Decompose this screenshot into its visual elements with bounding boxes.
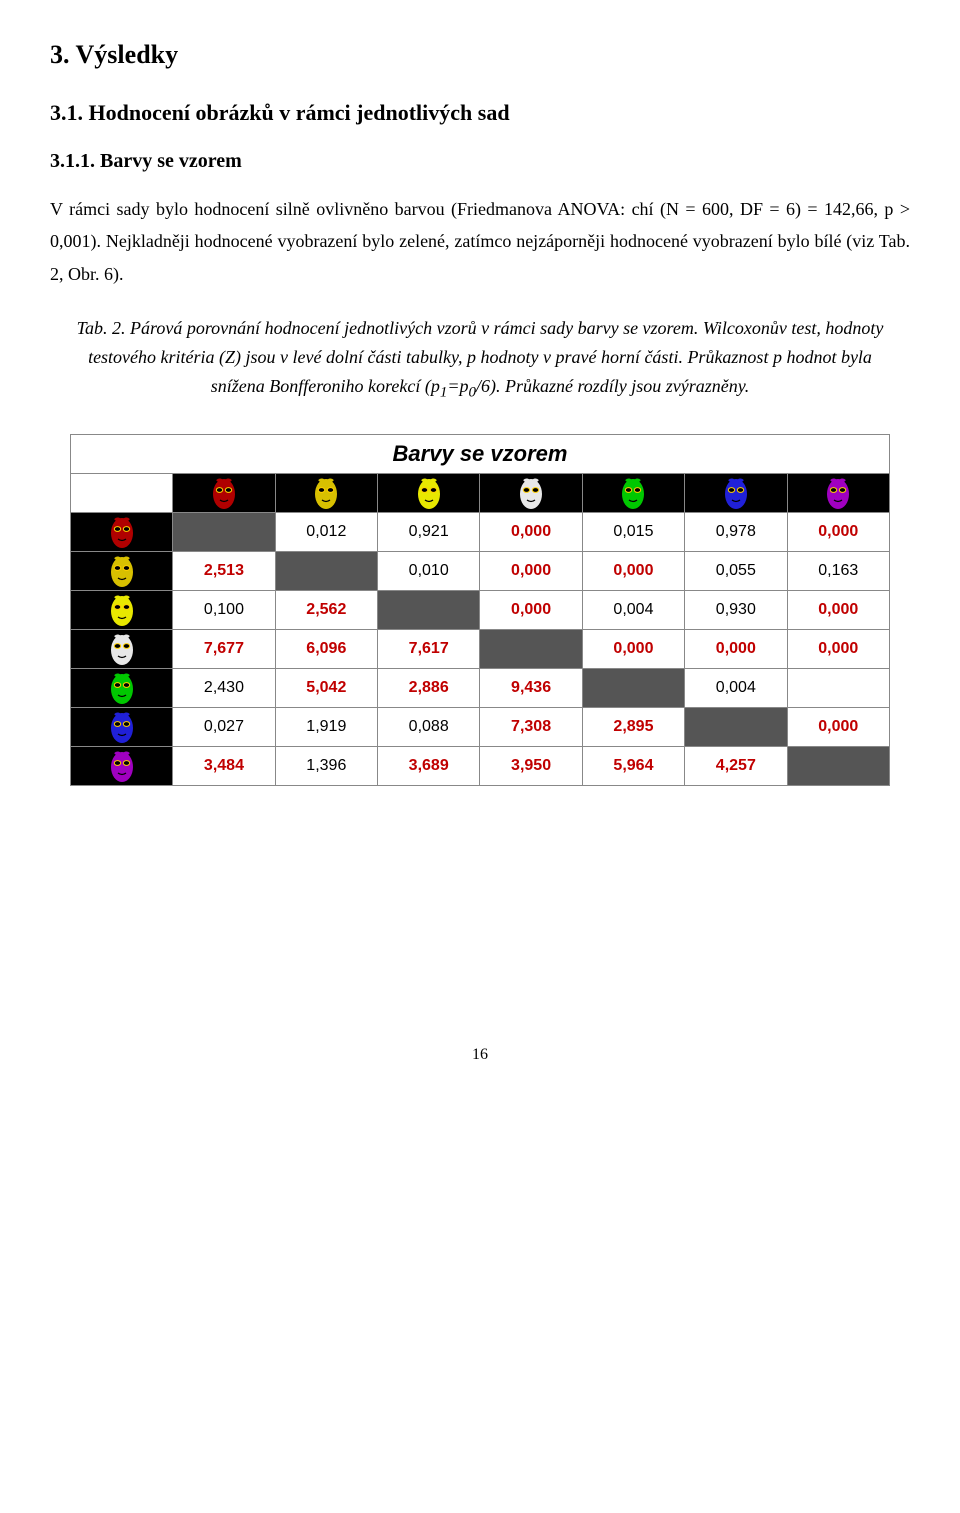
table-cell: 0,000	[787, 630, 889, 669]
row-header-mask	[71, 747, 173, 786]
table-cell	[582, 669, 684, 708]
comparison-table: Barvy se vzorem	[70, 434, 890, 786]
table-cell: 2,886	[378, 669, 480, 708]
table-cell: 3,689	[378, 747, 480, 786]
mask-icon	[108, 749, 136, 783]
mask-icon	[517, 476, 545, 510]
table-cell: 0,010	[378, 552, 480, 591]
row-header-mask	[71, 630, 173, 669]
mask-icon	[108, 515, 136, 549]
table-cell: 7,677	[173, 630, 275, 669]
page-number: 16	[50, 1046, 910, 1064]
table-cell: 0,000	[685, 630, 787, 669]
table-cell: 0,000	[787, 513, 889, 552]
heading-results: 3. Výsledky	[50, 40, 910, 70]
table-cell: 0,000	[787, 591, 889, 630]
column-header-mask	[787, 474, 889, 513]
table-cell	[173, 513, 275, 552]
mask-icon	[108, 593, 136, 627]
table-cell: 0,163	[787, 552, 889, 591]
table-cell	[787, 747, 889, 786]
row-header-mask	[71, 513, 173, 552]
mask-icon	[210, 476, 238, 510]
mask-icon	[312, 476, 340, 510]
table-cell: 5,042	[275, 669, 377, 708]
table-cell: 7,617	[378, 630, 480, 669]
table-caption: Tab. 2. Párová porovnání hodnocení jedno…	[70, 314, 890, 404]
table-cell: 0,000	[787, 708, 889, 747]
row-header-mask	[71, 591, 173, 630]
table-cell: 0,930	[685, 591, 787, 630]
column-header-mask	[275, 474, 377, 513]
heading-subsection: 3.1.1. Barvy se vzorem	[50, 150, 910, 173]
table-cell: 0,000	[480, 513, 582, 552]
table-cell: 6,096	[275, 630, 377, 669]
mask-icon	[619, 476, 647, 510]
table-title: Barvy se vzorem	[71, 435, 890, 474]
mask-icon	[108, 632, 136, 666]
mask-icon	[722, 476, 750, 510]
mask-icon	[824, 476, 852, 510]
table-cell	[275, 552, 377, 591]
table-cell: 7,308	[480, 708, 582, 747]
table-cell: 5,964	[582, 747, 684, 786]
table-cell	[378, 591, 480, 630]
table-cell: 0,978	[685, 513, 787, 552]
table-cell	[480, 630, 582, 669]
table-cell: 0,027	[173, 708, 275, 747]
table-cell: 0,004	[685, 669, 787, 708]
column-header-mask	[582, 474, 684, 513]
column-header-mask	[378, 474, 480, 513]
table-cell: 2,895	[582, 708, 684, 747]
table-cell: 9,436	[480, 669, 582, 708]
table-cell: 0,000	[582, 552, 684, 591]
table-cell	[787, 669, 889, 708]
column-header-mask	[480, 474, 582, 513]
table-cell: 0,921	[378, 513, 480, 552]
table-cell: 3,484	[173, 747, 275, 786]
table-cell: 3,950	[480, 747, 582, 786]
column-header-mask	[685, 474, 787, 513]
table-corner	[71, 474, 173, 513]
body-paragraph: V rámci sady bylo hodnocení silně ovlivn…	[50, 193, 910, 290]
table-cell: 0,000	[582, 630, 684, 669]
table-cell	[685, 708, 787, 747]
row-header-mask	[71, 552, 173, 591]
mask-icon	[108, 671, 136, 705]
table-cell: 2,513	[173, 552, 275, 591]
table-cell: 0,088	[378, 708, 480, 747]
table-cell: 1,396	[275, 747, 377, 786]
row-header-mask	[71, 708, 173, 747]
table-cell: 1,919	[275, 708, 377, 747]
table-cell: 2,562	[275, 591, 377, 630]
table-cell: 0,012	[275, 513, 377, 552]
table-cell: 0,004	[582, 591, 684, 630]
column-header-mask	[173, 474, 275, 513]
mask-icon	[108, 710, 136, 744]
table-cell: 0,000	[480, 591, 582, 630]
table-cell: 2,430	[173, 669, 275, 708]
caption-text-b: /6). Průkazné rozdíly jsou zvýrazněny.	[476, 376, 749, 396]
mask-icon	[108, 554, 136, 588]
table-cell: 0,000	[480, 552, 582, 591]
heading-section: 3.1. Hodnocení obrázků v rámci jednotliv…	[50, 100, 910, 126]
table-cell: 4,257	[685, 747, 787, 786]
caption-sub-0: 0	[468, 384, 476, 400]
table-cell: 0,015	[582, 513, 684, 552]
table-cell: 0,055	[685, 552, 787, 591]
mask-icon	[415, 476, 443, 510]
row-header-mask	[71, 669, 173, 708]
caption-text-mid: =p	[447, 376, 468, 396]
table-cell: 0,100	[173, 591, 275, 630]
